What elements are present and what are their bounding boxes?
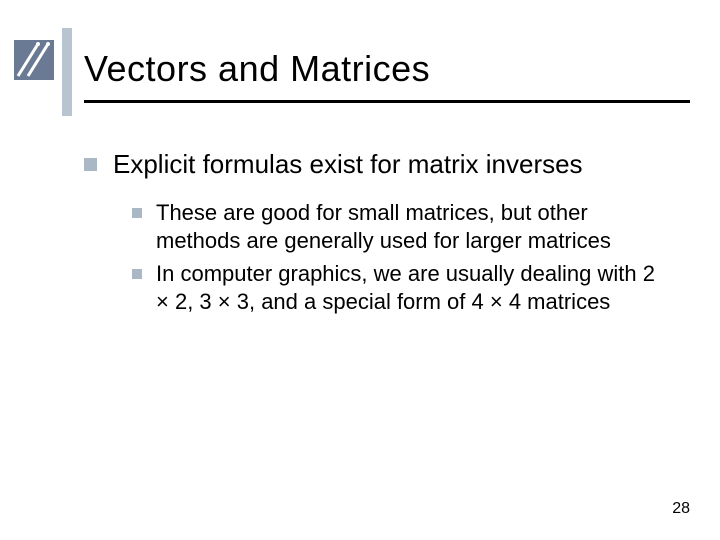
bullet-level-2: These are good for small matrices, but o… <box>132 199 670 256</box>
slide-title: Vectors and Matrices <box>84 48 430 90</box>
title-underline <box>84 100 690 103</box>
bullet-text: Explicit formulas exist for matrix inver… <box>113 148 583 181</box>
bullet-square-icon <box>132 269 142 279</box>
title-vertical-bar <box>62 28 72 116</box>
sub-bullets: These are good for small matrices, but o… <box>132 199 670 317</box>
bullet-square-icon <box>132 208 142 218</box>
page-number: 28 <box>672 500 690 518</box>
bullet-text: These are good for small matrices, but o… <box>156 199 670 256</box>
bullet-text: In computer graphics, we are usually dea… <box>156 260 670 317</box>
bullet-square-icon <box>84 158 97 171</box>
slide-content: Explicit formulas exist for matrix inver… <box>84 148 670 321</box>
slide-logo <box>14 40 54 80</box>
bullet-level-1: Explicit formulas exist for matrix inver… <box>84 148 670 181</box>
bullet-level-2: In computer graphics, we are usually dea… <box>132 260 670 317</box>
